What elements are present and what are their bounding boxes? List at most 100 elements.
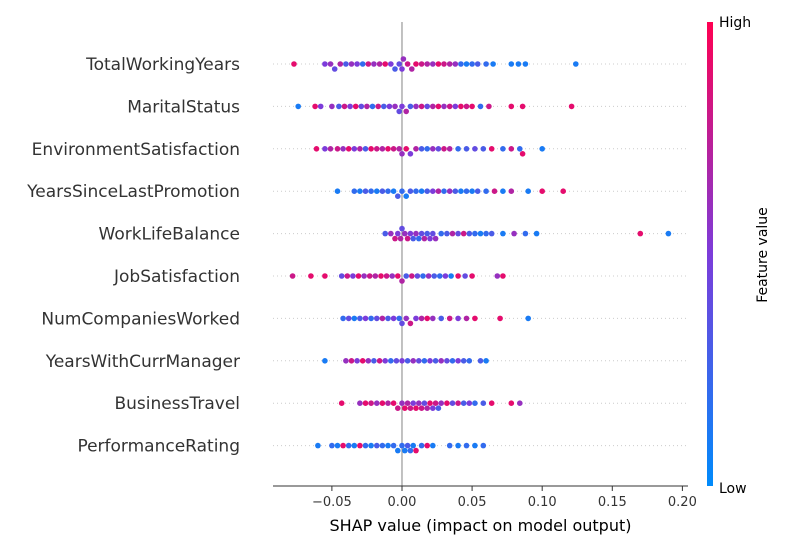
point-WorkLifeBalance [511, 230, 517, 237]
point-BusinessTravel [402, 405, 408, 412]
point-BusinessTravel [424, 405, 431, 412]
point-WorkLifeBalance [455, 230, 461, 237]
point-BusinessTravel [438, 400, 445, 407]
row-gridlines [273, 63, 688, 447]
point-PerformanceRating [402, 447, 408, 454]
point-MaritalStatus [424, 103, 431, 110]
point-NumCompaniesWorked [368, 315, 374, 322]
point-YearsWithCurrManager [421, 358, 428, 364]
point-NumCompaniesWorked [340, 315, 346, 322]
point-JobSatisfaction [469, 273, 475, 279]
point-PerformanceRating [430, 442, 436, 449]
point-TotalWorkingYears [435, 61, 442, 67]
colorbar-high-label: High [719, 15, 751, 31]
point-JobSatisfaction [389, 273, 396, 279]
point-MaritalStatus [430, 103, 436, 110]
point-YearsSinceLastPromotion [362, 188, 369, 194]
point-YearsSinceLastPromotion [539, 188, 545, 194]
point-TotalWorkingYears [354, 61, 360, 67]
point-MaritalStatus [341, 103, 348, 110]
point-TotalWorkingYears [343, 61, 349, 67]
point-YearsSinceLastPromotion [446, 188, 453, 194]
point-JobSatisfaction [462, 273, 468, 279]
point-WorkLifeBalance [488, 230, 495, 237]
point-YearsWithCurrManager [460, 358, 467, 364]
point-EnvironmentSatisfaction [413, 146, 419, 152]
point-NumCompaniesWorked [403, 315, 410, 322]
point-BusinessTravel [362, 400, 369, 407]
point-PerformanceRating [379, 442, 386, 449]
point-TotalWorkingYears [413, 61, 419, 67]
point-PerformanceRating [351, 442, 358, 449]
point-JobSatisfaction [414, 273, 421, 279]
feature-label-YearsSinceLastPromotion: YearsSinceLastPromotion [26, 182, 240, 202]
point-TotalWorkingYears [322, 61, 328, 67]
point-YearsSinceLastPromotion [441, 188, 447, 194]
point-WorkLifeBalance [460, 230, 467, 237]
point-EnvironmentSatisfaction [357, 146, 363, 152]
point-WorkLifeBalance [402, 230, 408, 237]
point-JobSatisfaction [409, 273, 415, 279]
point-YearsSinceLastPromotion [469, 188, 475, 194]
colorbar-gradient [707, 22, 713, 486]
point-YearsSinceLastPromotion [418, 188, 425, 194]
point-YearsWithCurrManager [427, 358, 433, 364]
point-JobSatisfaction [366, 273, 373, 279]
point-YearsWithCurrManager [393, 358, 400, 364]
point-TotalWorkingYears [458, 61, 464, 67]
point-TotalWorkingYears [337, 61, 344, 67]
point-MaritalStatus [392, 103, 398, 110]
point-YearsWithCurrManager [477, 358, 484, 364]
point-PerformanceRating [368, 442, 374, 449]
point-NumCompaniesWorked [390, 315, 397, 322]
point-NumCompaniesWorked [525, 315, 531, 322]
point-TotalWorkingYears [430, 61, 436, 67]
point-TotalWorkingYears [515, 61, 522, 67]
point-YearsSinceLastPromotion [483, 188, 489, 194]
point-EnvironmentSatisfaction [399, 151, 405, 157]
point-JobSatisfaction [383, 273, 390, 279]
point-WorkLifeBalance [483, 230, 489, 237]
point-TotalWorkingYears [399, 66, 405, 72]
point-MaritalStatus [403, 108, 410, 115]
point-WorkLifeBalance [427, 235, 433, 242]
point-EnvironmentSatisfaction [313, 146, 320, 152]
point-YearsWithCurrManager [343, 358, 349, 364]
point-PerformanceRating [413, 447, 419, 454]
point-BusinessTravel [432, 400, 439, 407]
point-NumCompaniesWorked [463, 315, 470, 322]
point-EnvironmentSatisfaction [480, 146, 487, 152]
feature-label-NumCompaniesWorked: NumCompaniesWorked [41, 309, 240, 329]
point-BusinessTravel [435, 405, 442, 412]
point-YearsSinceLastPromotion [385, 188, 391, 194]
x-axis-ticks: −0.05 0.00 0.05 0.10 0.15 0.20 [312, 486, 697, 510]
point-MaritalStatus [486, 103, 492, 110]
point-PerformanceRating [362, 442, 369, 449]
point-MaritalStatus [458, 103, 464, 110]
point-TotalWorkingYears [452, 61, 459, 67]
point-EnvironmentSatisfaction [455, 146, 461, 152]
point-NumCompaniesWorked [424, 315, 431, 322]
point-TotalWorkingYears [365, 61, 372, 67]
point-JobSatisfaction [455, 273, 461, 279]
point-YearsWithCurrManager [483, 358, 489, 364]
point-BusinessTravel [374, 400, 380, 407]
point-YearsWithCurrManager [444, 358, 450, 364]
point-JobSatisfaction [344, 273, 351, 279]
point-EnvironmentSatisfaction [385, 146, 391, 152]
point-TotalWorkingYears [424, 61, 431, 67]
feature-label-BusinessTravel: BusinessTravel [115, 394, 241, 414]
point-BusinessTravel [427, 400, 433, 407]
x-tick-label: 0.05 [458, 495, 487, 510]
point-TotalWorkingYears [474, 61, 481, 67]
point-JobSatisfaction [378, 273, 384, 279]
point-WorkLifeBalance [477, 230, 484, 237]
point-YearsSinceLastPromotion [368, 188, 374, 194]
point-MaritalStatus [375, 103, 382, 110]
point-TotalWorkingYears [469, 61, 475, 67]
point-YearsWithCurrManager [449, 358, 456, 364]
data-points [289, 56, 672, 454]
point-YearsSinceLastPromotion [560, 188, 566, 194]
point-BusinessTravel [416, 400, 422, 407]
point-WorkLifeBalance [533, 230, 540, 237]
